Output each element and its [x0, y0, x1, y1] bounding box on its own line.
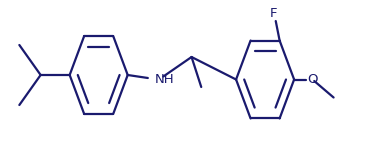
Text: NH: NH — [155, 73, 175, 86]
Text: O: O — [308, 73, 318, 86]
Text: F: F — [270, 7, 277, 20]
